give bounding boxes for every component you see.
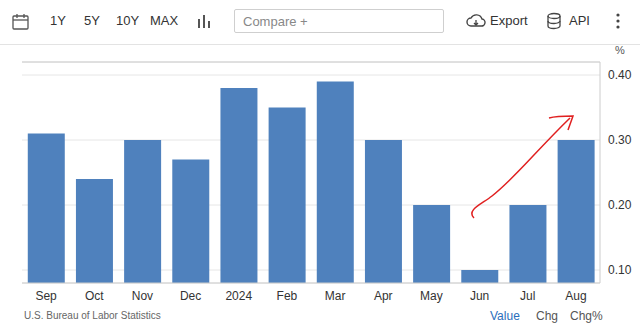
html-text:Chg: Chg — [536, 309, 558, 323]
svg-text:Sep: Sep — [35, 289, 57, 303]
svg-text:Mar: Mar — [325, 289, 346, 303]
svg-text:Nov: Nov — [132, 289, 153, 303]
svg-text:May: May — [420, 289, 443, 303]
svg-text:Oct: Oct — [85, 289, 104, 303]
html-text:5Y: 5Y — [84, 13, 100, 28]
html-text:Export: Export — [490, 13, 528, 28]
svg-text:Jul: Jul — [520, 289, 535, 303]
html-text:1Y: 1Y — [50, 13, 66, 28]
svg-text:Apr: Apr — [374, 289, 393, 303]
svg-text:0.20: 0.20 — [608, 198, 632, 212]
html-text:U.S. Bureau of Labor Statistic: U.S. Bureau of Labor Statistics — [24, 310, 161, 321]
html-text:MAX: MAX — [150, 13, 179, 28]
svg-text:Aug: Aug — [565, 289, 586, 303]
svg-text:0.30: 0.30 — [608, 133, 632, 147]
html-text:Compare +: Compare + — [243, 14, 308, 29]
svg-text:Jun: Jun — [470, 289, 489, 303]
svg-text:2024: 2024 — [225, 289, 252, 303]
svg-text:Dec: Dec — [180, 289, 201, 303]
html-text:Value: Value — [490, 309, 520, 323]
svg-text:0.10: 0.10 — [608, 263, 632, 277]
html-text:10Y: 10Y — [116, 13, 140, 28]
html-text:API: API — [569, 13, 590, 28]
svg-text:Feb: Feb — [277, 289, 298, 303]
html-text:Chg%: Chg% — [570, 309, 603, 323]
svg-text:0.40: 0.40 — [608, 68, 632, 82]
